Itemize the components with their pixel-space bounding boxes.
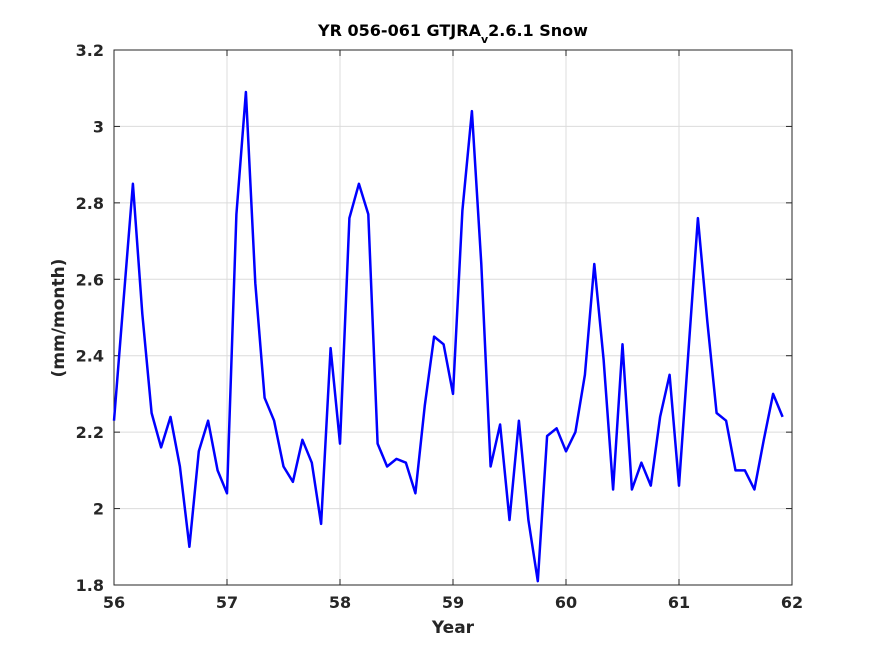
grid-lines — [113, 49, 793, 586]
y-tick-label: 2.8 — [76, 194, 104, 213]
chart-title: YR 056-061 GTJRAv2.6.1 Snow — [317, 21, 588, 46]
y-tick-label: 3 — [93, 117, 104, 136]
x-tick-label: 58 — [329, 593, 351, 612]
y-tick-labels: 1.8 2 2.2 2.4 2.6 2.8 3 3.2 — [76, 41, 104, 595]
data-series-line — [112, 90, 784, 583]
y-tick-label: 2.4 — [76, 347, 104, 366]
x-tick-label: 59 — [442, 593, 464, 612]
x-tick-label: 62 — [781, 593, 803, 612]
chart-title-prefix: YR 056-061 GTJRA — [317, 21, 482, 40]
x-tick-label: 61 — [668, 593, 690, 612]
x-tick-label: 60 — [555, 593, 577, 612]
y-tick-label: 1.8 — [76, 576, 104, 595]
y-tick-label: 2 — [93, 500, 104, 519]
y-axis-label: (mm/month) — [49, 259, 69, 378]
x-tick-label: 57 — [216, 593, 238, 612]
x-axis-label: Year — [431, 618, 475, 638]
x-tick-label: 56 — [103, 593, 125, 612]
y-tick-label: 3.2 — [76, 41, 104, 60]
chart-title-suffix: 2.6.1 Snow — [488, 21, 588, 40]
chart-title-subscript: v — [481, 33, 489, 46]
y-tick-label: 2.2 — [76, 423, 104, 442]
x-tick-labels: 56 57 58 59 60 61 62 — [103, 593, 803, 612]
tick-marks — [113, 49, 793, 586]
y-tick-label: 2.6 — [76, 270, 104, 289]
